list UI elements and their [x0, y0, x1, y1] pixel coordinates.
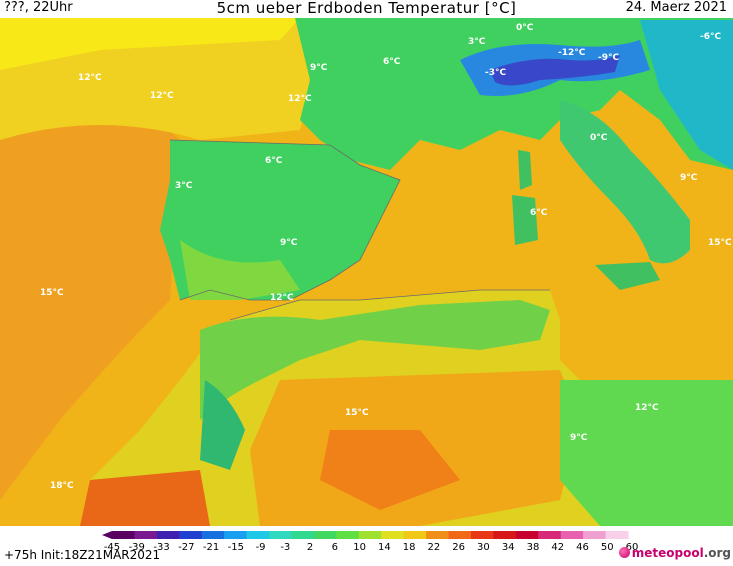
legend-tick-label: -9 [256, 542, 266, 553]
legend-swatch [493, 531, 517, 539]
map-title: 5cm ueber Erdboden Temperatur [°C] [216, 0, 517, 17]
legend-swatch [583, 531, 607, 539]
meteopool-logo[interactable]: meteopool.org [618, 546, 731, 560]
iberia-coastline [169, 139, 401, 301]
legend-swatch [560, 531, 584, 539]
sahara-hot-zone [320, 430, 460, 510]
legend-tick-label: -33 [153, 542, 169, 553]
temp-label: -9°C [598, 53, 619, 63]
italy-land [560, 100, 690, 264]
temp-label: 9°C [680, 173, 698, 183]
legend-tick-label: -39 [129, 542, 145, 553]
legend-tick-label: 10 [353, 542, 366, 553]
legend-tick-label: 46 [576, 542, 589, 553]
forecast-date: 24. Maerz 2021 [625, 0, 727, 15]
legend-swatch [112, 531, 135, 539]
temp-label: 15°C [345, 408, 369, 418]
north-atlantic-yellow [0, 18, 300, 70]
legend-swatch [336, 531, 360, 539]
legend-tick-label: -45 [104, 542, 120, 553]
legend-tick-label: 14 [378, 542, 391, 553]
legend-tick-label: 42 [551, 542, 564, 553]
temp-label: 6°C [265, 156, 283, 166]
legend-swatch [134, 531, 158, 539]
alps-very-cold-zone [490, 55, 620, 86]
legend-tick-label: 6 [332, 542, 338, 553]
legend-swatch [426, 531, 450, 539]
legend-swatch [156, 531, 180, 539]
temp-label: 15°C [708, 238, 732, 248]
legend-swatch [470, 531, 494, 539]
legend-tick-label: 22 [428, 542, 441, 553]
temp-label: 0°C [516, 23, 534, 33]
atlas-cold-zone [200, 380, 245, 470]
temp-label: 18°C [50, 481, 74, 491]
legend-tick-label: 30 [477, 542, 490, 553]
temp-label: 3°C [468, 37, 486, 47]
run-weekday-time: ???, 22Uhr [4, 0, 73, 15]
legend-swatch [224, 531, 248, 539]
legend-tick-label: 18 [403, 542, 416, 553]
temp-label: 6°C [383, 57, 401, 67]
temp-label: 12°C [78, 73, 102, 83]
temp-label: 12°C [635, 403, 659, 413]
balkans-cool-zone [640, 20, 733, 170]
temperature-labels: 12°C 12°C 12°C 9°C 6°C 3°C 0°C -3°C -12°… [40, 23, 732, 491]
run-init-info: +75h Init:18Z21MAR2021 [4, 548, 161, 562]
corsica [518, 150, 532, 190]
legend-swatch [291, 531, 315, 539]
temp-label: 12°C [150, 91, 174, 101]
atlas-cool-zone [200, 300, 550, 420]
legend-swatch [605, 531, 629, 539]
temp-label: 0°C [590, 133, 608, 143]
logo-text: meteopool [631, 546, 704, 560]
color-legend: -45 -39 -33 -27 -21 -15 -9 -3 2 6 10 14 18 22 26 30 34 38… [102, 531, 638, 553]
legend-swatch [246, 531, 270, 539]
temp-label: 12°C [270, 293, 294, 303]
legend-tick-label: 2 [307, 542, 313, 553]
sardinia [512, 195, 538, 245]
legend-tick-label: -21 [203, 542, 219, 553]
western-sahara-hot-zone [80, 470, 210, 526]
legend-tick-label: 60 [626, 542, 639, 553]
logo-dot-icon [618, 547, 630, 558]
legend-tick-label: 50 [601, 542, 614, 553]
legend-swatch [448, 531, 472, 539]
legend-tick-label: -15 [228, 542, 244, 553]
iberia-south-zone [180, 240, 300, 300]
legend-tick-label: 34 [502, 542, 515, 553]
legend-swatch [269, 531, 292, 539]
legend-swatch [538, 531, 562, 539]
legend-tick-label: 26 [452, 542, 465, 553]
logo-suffix: .org [703, 546, 731, 560]
temp-label: 9°C [570, 433, 588, 443]
legend-tick-label: -3 [280, 542, 290, 553]
legend-swatch [515, 531, 539, 539]
sicily [595, 262, 660, 290]
temp-label: -3°C [485, 68, 506, 78]
legend-swatch [358, 531, 382, 539]
temp-label: 15°C [40, 288, 64, 298]
temp-label: 12°C [288, 94, 312, 104]
temp-label: 9°C [280, 238, 298, 248]
libya-cool-zone [560, 380, 733, 526]
temp-label: 9°C [310, 63, 328, 73]
legend-arrow-icon [102, 531, 112, 539]
legend-swatch [179, 531, 203, 539]
legend-swatch [381, 531, 405, 539]
temp-label: -12°C [558, 48, 586, 58]
temp-label: 6°C [530, 208, 548, 218]
legend-swatch [313, 531, 337, 539]
legend-tick-label: -27 [178, 542, 194, 553]
legend-tick-label: 38 [527, 542, 540, 553]
legend-swatch [201, 531, 225, 539]
temp-label: 3°C [175, 181, 193, 191]
africa-coastline [229, 289, 550, 321]
atlantic-warm-zone [0, 95, 180, 500]
temp-label: -6°C [700, 32, 721, 42]
legend-swatch [403, 531, 427, 539]
